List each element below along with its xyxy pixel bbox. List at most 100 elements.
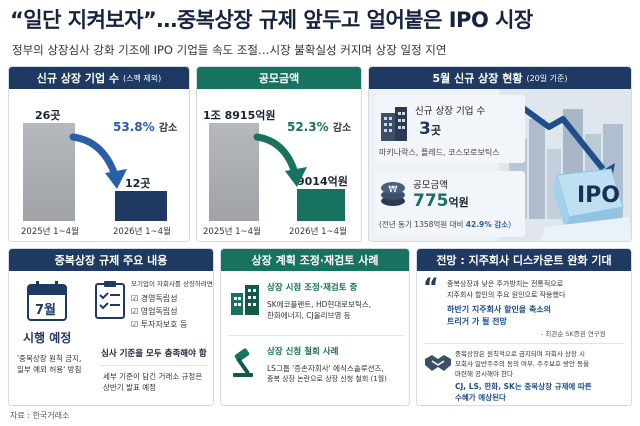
offering-amount-number: 775 xyxy=(413,191,449,211)
quote2-line3: 마련해 공시해야 한다 xyxy=(455,370,513,378)
x-label-2025: 2025년 1~4월 xyxy=(203,227,261,237)
check-item-3-label: 투자자보호 등 xyxy=(140,320,188,329)
listing-count-card: 신규 상장 기업 수 3곳 마키나락스, 플레드, 코스모로보틱스 xyxy=(375,95,525,163)
panel-note: (20일 기준) xyxy=(526,73,568,83)
bar-2026 xyxy=(297,189,345,221)
effective-label: 시행 예정 xyxy=(23,331,72,345)
listing-count-number: 3 xyxy=(419,119,431,139)
offering-amount-value: 775억원 xyxy=(413,191,469,211)
quote2-highlight2: 수혜가 예상된다 xyxy=(455,393,506,402)
effective-month: 7월 xyxy=(35,303,57,318)
decrease-pct: 53.8% 감소 xyxy=(113,119,177,134)
panel-header: 공모금액 xyxy=(197,67,361,89)
panel-header: 5월 신규 상장 현황 (20일 기준) xyxy=(369,67,631,89)
check-box-icon: ☑ xyxy=(131,294,139,303)
bar-2025 xyxy=(209,123,259,221)
quote1-source: - 최관순 SK증권 연구원 xyxy=(541,330,606,338)
panel-cases: 상장 계획 조정·재검토 사례 상장 시점 조정·재검토 중 SK에코플랜트, … xyxy=(220,248,410,406)
quote-icon: “ xyxy=(423,273,439,301)
effective-note-line2: 일부 예외 허용' 방침 xyxy=(17,365,82,374)
listing-count-label: 신규 상장 기업 수 xyxy=(415,106,486,117)
compare-end: ) xyxy=(508,220,512,229)
panel-new-listings: 신규 상장 기업 수 (스팩 제외) 26곳 12곳 53.8% 감소 2025… xyxy=(8,66,190,242)
case1-title: 상장 시점 조정·재검토 중 xyxy=(267,283,358,293)
panel-header: 중복상장 규제 주요 내용 xyxy=(9,249,213,271)
quote2-line2: 모회사 일반주주의 동의 여부, 주주보호 방안 등을 xyxy=(455,360,590,368)
panel-regulation: 중복상장 규제 주요 내용 7월 시행 예정 '중복상장 원칙 금지, 일부 예… xyxy=(8,248,214,406)
check-item-3: ☑ 투자자보호 등 xyxy=(131,319,187,330)
panel-may-status: 5월 신규 상장 현황 (20일 기준) IPO 신규 상장 기업 수 xyxy=(368,66,632,242)
check-item-2-label: 영업독립성 xyxy=(140,307,178,316)
decrease-pct-value: 52.3% xyxy=(287,120,329,134)
quote1-highlight1: 하반기 지주회사 할인을 축소의 xyxy=(447,305,552,314)
calendar-icon xyxy=(27,281,67,321)
case2-title: 상장 신청 철회 사례 xyxy=(267,347,339,357)
panel-header: 전망 : 지주회사 디스카운트 완화 기대 xyxy=(417,249,631,271)
compare-text: (전년 동기 1358억원 대비 xyxy=(379,220,464,229)
ipo-label: IPO xyxy=(577,183,621,208)
building-icon xyxy=(381,107,407,141)
panel-title: 신규 상장 기업 수 xyxy=(36,72,120,85)
check-item-1-label: 경영독립성 xyxy=(140,294,178,303)
case1-line1: SK에코플랜트, HD현대로보틱스, xyxy=(267,300,372,309)
listing-count-unit: 곳 xyxy=(430,124,441,137)
divider xyxy=(425,343,625,344)
checklist-icon xyxy=(95,281,125,319)
gavel-icon xyxy=(233,348,253,377)
bar-label-2025: 26곳 xyxy=(35,109,61,122)
check-intro: 모기업이 자회사를 상장하려면 xyxy=(131,280,213,288)
detail-line2: 상반기 발표 예정 xyxy=(103,383,157,392)
quote1-line1: 중복상장과 낮은 주가방치는 전통적으로 xyxy=(447,280,564,288)
coin-stack-icon: ₩ xyxy=(381,182,405,206)
decrease-arrow-icon xyxy=(253,133,307,187)
panel-header: 신규 상장 기업 수 (스팩 제외) xyxy=(9,67,189,89)
bar-2025 xyxy=(23,123,75,221)
x-label-2025: 2025년 1~4월 xyxy=(21,227,79,237)
case2-line2: 중복 상장 논란으로 상장 신청 철회 (1월) xyxy=(267,375,387,383)
check-box-icon: ☑ xyxy=(131,307,139,316)
case2-line1: LS그룹 '증손자회사' 에식스솔루션즈, xyxy=(267,364,384,373)
quote1-line2: 지주회사 할인의 주요 원인으로 작용했다 xyxy=(447,291,566,299)
decrease-pct: 52.3% 감소 xyxy=(287,119,351,134)
divider xyxy=(229,335,403,336)
panel-note: (스팩 제외) xyxy=(123,73,162,83)
detail-line1: 세부 기준이 담긴 거래소 규정은 xyxy=(103,372,203,381)
decrease-pct-value: 53.8% xyxy=(113,120,155,134)
panel-offering-amount: 공모금액 1조 8915억원 9014억원 52.3% 감소 2025년 1~4… xyxy=(196,66,362,242)
offering-amount-unit: 억원 xyxy=(448,196,469,209)
check-item-1: ☑ 경영독립성 xyxy=(131,293,178,304)
offering-amount-card: ₩ 공모금액 775억원 (전년 동기 1358억원 대비 42.9% 감소) xyxy=(375,171,525,237)
x-label-2026: 2026년 1~4월 xyxy=(289,227,347,237)
bar-2026 xyxy=(115,191,167,221)
buildings-icon xyxy=(231,285,259,315)
offering-compare: (전년 동기 1358억원 대비 42.9% 감소) xyxy=(379,219,511,230)
quote2-highlight1: CJ, LS, 한화, SK는 중복상장 규제에 따른 xyxy=(455,382,592,391)
criteria-text: 심사 기준을 모두 충족해야 함 xyxy=(101,349,207,359)
check-box-icon: ☑ xyxy=(131,320,139,329)
x-label-2026: 2026년 1~4월 xyxy=(113,227,171,237)
panel-title: 5월 신규 상장 현황 xyxy=(432,72,523,85)
decrease-word: 감소 xyxy=(332,123,352,134)
bar-label-2025: 1조 8915억원 xyxy=(203,109,276,122)
decrease-word: 감소 xyxy=(158,123,178,134)
case1-line2: 한화에너지, CJ올리브영 등 xyxy=(267,311,351,320)
panel-outlook: 전망 : 지주회사 디스카운트 완화 기대 “ 중복상장과 낮은 주가방치는 전… xyxy=(416,248,632,406)
bar-label-2026: 12곳 xyxy=(125,177,151,190)
source-note: 자료 : 한국거래소 xyxy=(10,411,70,420)
panel-title: 공모금액 xyxy=(258,72,300,85)
handshake-icon xyxy=(425,355,451,371)
quote2-line1: 중복상장은 원칙적으로 금지되며 자회사 상장 시 xyxy=(455,350,585,358)
decrease-arrow-icon xyxy=(69,133,127,189)
bar-label-2026: 9014억원 xyxy=(297,175,348,188)
offering-amount-label: 공모금액 xyxy=(413,180,448,191)
listing-count-value: 3곳 xyxy=(419,119,441,139)
panel-title: 상장 계획 조정·재검토 사례 xyxy=(251,254,379,267)
divider xyxy=(99,365,207,366)
compare-pct: 42.9% 감소 xyxy=(465,220,509,229)
svg-text:₩: ₩ xyxy=(389,185,398,195)
panel-title: 전망 : 지주회사 디스카운트 완화 기대 xyxy=(436,254,612,267)
page-subtitle: 정부의 상장심사 강화 기조에 IPO 기업들 속도 조절…시장 불확실성 커지… xyxy=(12,43,447,57)
page-title: “일단 지켜보자”…중복상장 규제 앞두고 얼어붙은 IPO 시장 xyxy=(10,8,533,32)
listing-companies: 마키나락스, 플레드, 코스모로보틱스 xyxy=(379,148,500,157)
panel-title: 중복상장 규제 주요 내용 xyxy=(54,254,168,267)
